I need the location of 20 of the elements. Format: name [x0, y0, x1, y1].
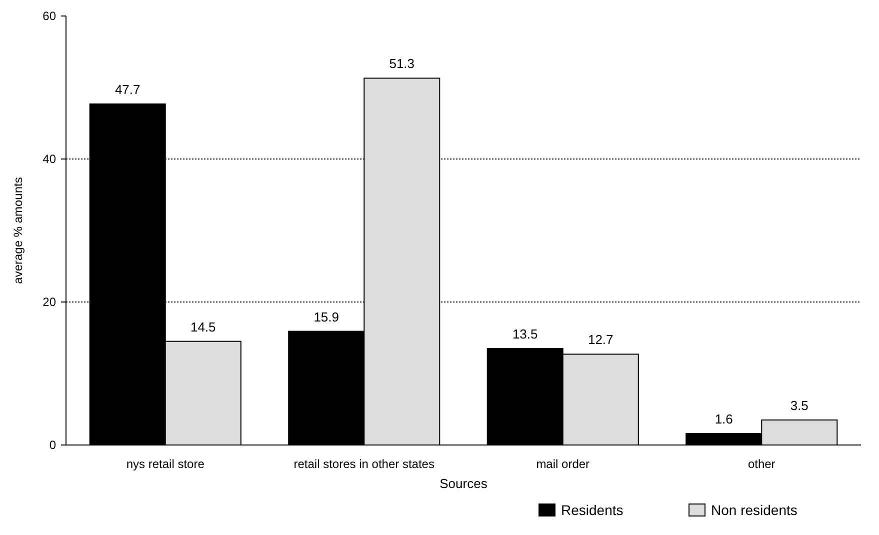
data-label: 14.5 — [190, 319, 216, 334]
x-axis-title: Sources — [440, 476, 488, 491]
legend-label: Non residents — [711, 502, 798, 518]
data-label: 1.6 — [714, 412, 733, 427]
x-tick-label: nys retail store — [126, 457, 205, 471]
legend-label: Residents — [561, 502, 624, 518]
data-label: 12.7 — [588, 332, 614, 348]
data-label: 51.3 — [389, 56, 415, 72]
y-axis-title: average % amounts — [11, 177, 25, 284]
data-label: 3.5 — [790, 398, 808, 413]
data-label: 47.7 — [114, 82, 140, 97]
y-tick-label: 60 — [42, 9, 56, 24]
y-tick-label: 20 — [42, 295, 56, 310]
y-tick-label: 40 — [42, 152, 56, 166]
data-label: 15.9 — [314, 309, 340, 324]
y-tick-label: 0 — [49, 438, 56, 452]
x-tick-label: retail stores in other states — [294, 457, 434, 471]
x-tick-label: mail order — [536, 457, 590, 471]
x-tick-label: other — [748, 457, 776, 471]
data-label: 13.5 — [512, 326, 538, 342]
